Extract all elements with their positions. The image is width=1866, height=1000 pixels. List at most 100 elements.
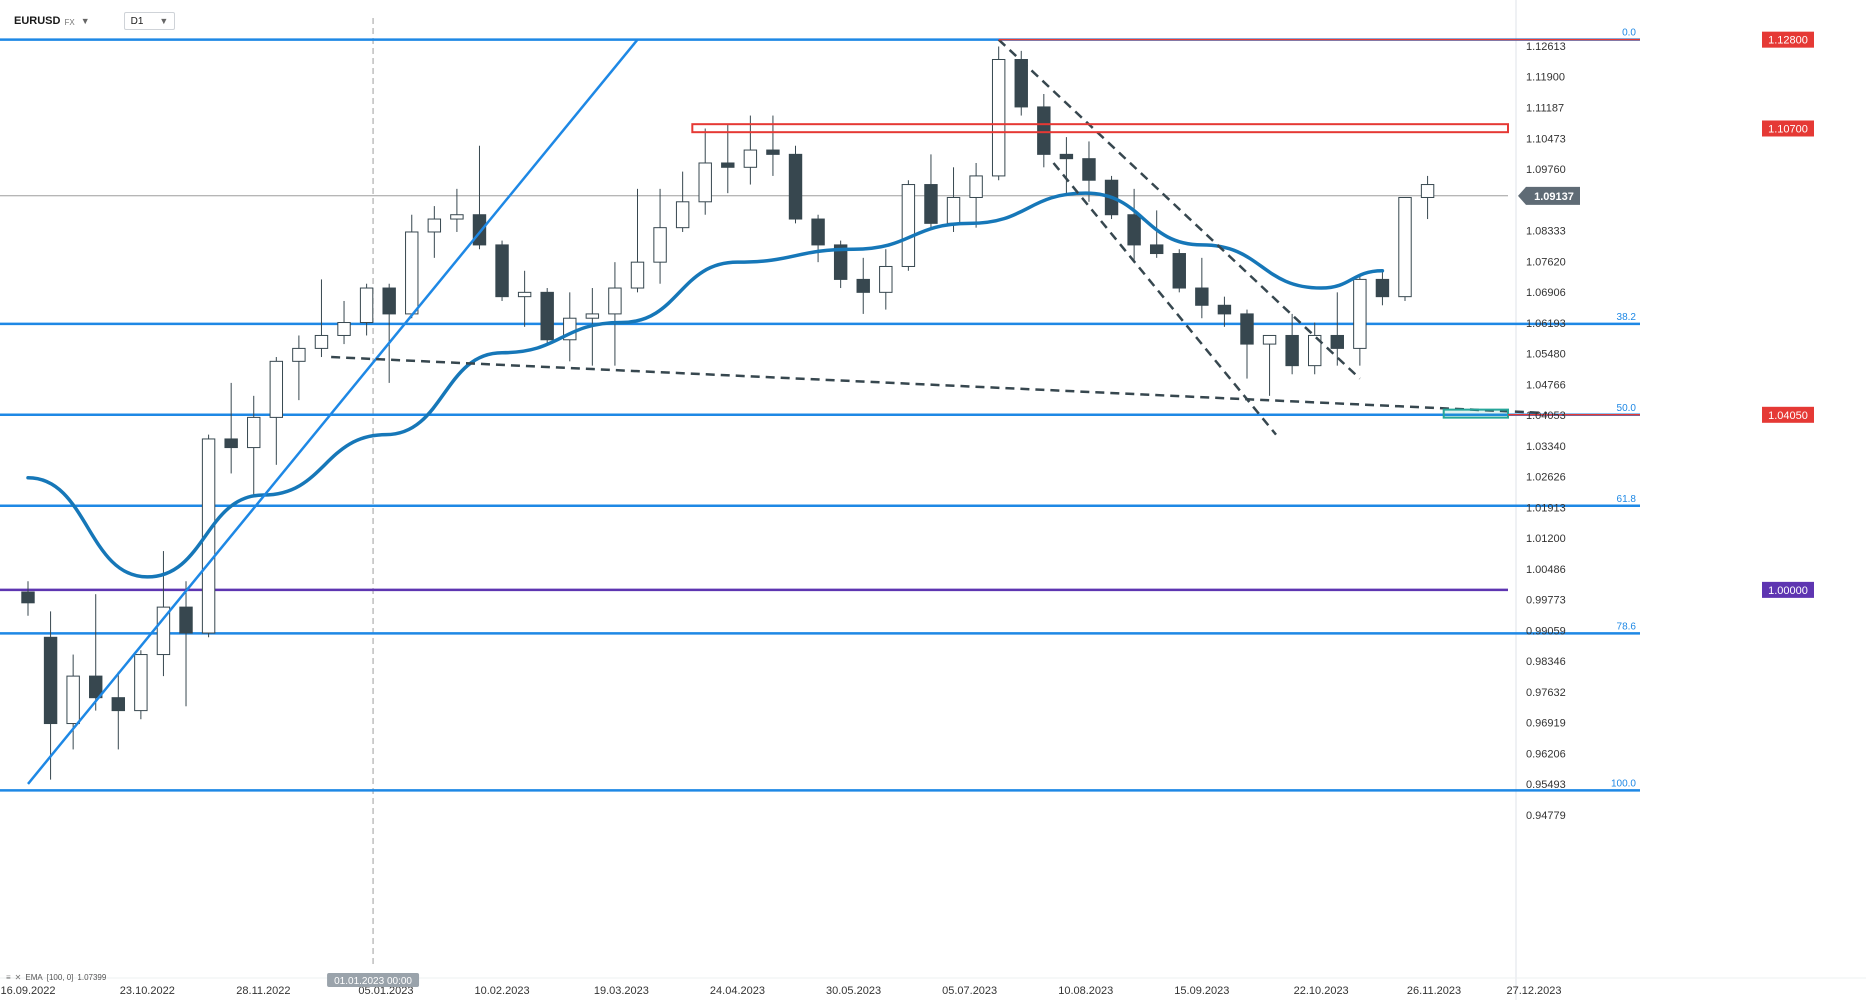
- support-zone-box[interactable]: [1442, 408, 1509, 419]
- price-tick-label: 1.10473: [1526, 133, 1566, 145]
- price-tick-label: 1.05480: [1526, 349, 1566, 361]
- date-tick-label: 10.08.2023: [1058, 985, 1113, 997]
- candle-body: [766, 149, 780, 155]
- timeframe-dropdown-icon: ▼: [159, 16, 169, 26]
- uptrend-line[interactable]: [27, 38, 639, 785]
- chart-toolbar: EURUSD FX ▼ D1 ▼: [14, 10, 176, 32]
- price-tick-label: 1.11900: [1526, 72, 1565, 84]
- candle-body: [1195, 287, 1209, 306]
- ema-legend-params: [100, 0]: [46, 973, 74, 982]
- candle-body: [675, 201, 690, 229]
- date-tick-label: 24.04.2023: [710, 985, 765, 997]
- price-badge-label: 1.10700: [1768, 123, 1808, 135]
- date-tick-label: 23.10.2022: [120, 985, 175, 997]
- candle-body: [653, 227, 667, 263]
- symbol-dropdown-icon[interactable]: ▼: [80, 16, 90, 26]
- candle-body: [111, 697, 126, 712]
- candle-body: [359, 287, 374, 324]
- price-badge: [1762, 31, 1814, 48]
- candle-body: [495, 244, 509, 298]
- candle-body: [788, 153, 803, 220]
- current-price-label: 1.09137: [1534, 191, 1574, 203]
- ema-legend-value: 1.07399: [77, 973, 107, 982]
- price-tick-label: 1.04053: [1526, 410, 1566, 422]
- candle-body: [337, 322, 351, 336]
- price-tick-label: 1.01913: [1526, 502, 1566, 514]
- date-tick-label: 05.07.2023: [942, 985, 997, 997]
- fib-level-label: 50.0: [1617, 403, 1637, 414]
- fib-level-label: 38.2: [1617, 312, 1637, 323]
- candle-body: [969, 175, 983, 198]
- fib-level-label: 0.0: [1622, 28, 1636, 39]
- candle-body: [179, 606, 193, 634]
- candle-body: [1262, 334, 1277, 345]
- candle-body: [1285, 334, 1299, 367]
- date-tick-label: 30.05.2023: [826, 985, 881, 997]
- candle-body: [1172, 253, 1186, 289]
- price-badge-label: 1.12800: [1768, 35, 1808, 47]
- price-badge: [1762, 581, 1814, 598]
- candle-body: [991, 58, 1006, 177]
- candle-body: [201, 438, 216, 634]
- price-tick-label: 0.97632: [1526, 687, 1566, 699]
- date-tick-label: 05.01.2023: [358, 985, 413, 997]
- date-tick-label: 15.09.2023: [1174, 985, 1229, 997]
- candle-body: [1082, 158, 1096, 181]
- candle-body: [924, 184, 938, 224]
- price-tick-label: 1.03340: [1526, 441, 1566, 453]
- price-tick-label: 0.99773: [1526, 595, 1566, 607]
- channel-upper-line[interactable]: [997, 38, 1361, 380]
- indicator-remove-icon[interactable]: ✕: [14, 973, 22, 982]
- date-tick-label: 28.11.2022: [236, 985, 290, 997]
- candle-body: [698, 162, 712, 203]
- date-tick-label: 27.12.2023: [1506, 985, 1561, 997]
- resistance-zone-box[interactable]: [691, 123, 1509, 134]
- price-tick-label: 0.94779: [1526, 810, 1566, 822]
- candle-body: [247, 416, 261, 449]
- candle-body: [811, 218, 825, 246]
- price-tick-label: 1.06906: [1526, 287, 1566, 299]
- candle-body: [1420, 184, 1435, 198]
- candle-body: [427, 218, 442, 233]
- ema-100-line: [26, 191, 1385, 579]
- price-badge: [1762, 406, 1814, 423]
- price-tick-label: 1.08333: [1526, 226, 1566, 238]
- crosshair-date-badge: [327, 973, 420, 987]
- candle-body: [856, 278, 870, 293]
- price-tick-label: 0.96919: [1526, 718, 1566, 730]
- candle-body: [224, 438, 238, 449]
- candle-body: [608, 287, 622, 315]
- candle-body: [269, 360, 284, 418]
- date-tick-label: 10.02.2023: [475, 985, 530, 997]
- symbol-name[interactable]: EURUSD: [14, 15, 61, 27]
- candle-body: [879, 265, 893, 293]
- indicator-settings-icon[interactable]: ≡: [6, 973, 11, 982]
- candle-body: [743, 149, 758, 168]
- price-tick-label: 0.99059: [1526, 625, 1566, 637]
- candle-body: [1308, 334, 1322, 367]
- candle-body: [66, 675, 80, 725]
- price-tick-label: 1.01200: [1526, 533, 1566, 545]
- channel-lower-line[interactable]: [1052, 162, 1277, 436]
- current-price-badge: [1518, 186, 1580, 205]
- candle-body: [1353, 278, 1367, 349]
- timeframe-select[interactable]: D1 ▼: [123, 12, 176, 30]
- candle-body: [1059, 153, 1074, 160]
- candle-body: [1037, 106, 1051, 155]
- price-tick-label: 0.98346: [1526, 656, 1566, 668]
- price-tick-label: 1.11187: [1526, 102, 1564, 114]
- candle-body: [314, 334, 329, 349]
- candle-body: [630, 261, 645, 289]
- candle-body: [833, 244, 848, 280]
- price-tick-label: 1.04766: [1526, 379, 1566, 391]
- price-tick-label: 0.95493: [1526, 779, 1566, 791]
- candle-body: [1398, 196, 1412, 298]
- candle-body: [585, 313, 600, 319]
- dashed-support-trendline[interactable]: [331, 355, 1547, 415]
- candle-body: [1149, 244, 1164, 255]
- date-tick-label: 19.03.2023: [594, 985, 649, 997]
- candle-body: [472, 214, 487, 246]
